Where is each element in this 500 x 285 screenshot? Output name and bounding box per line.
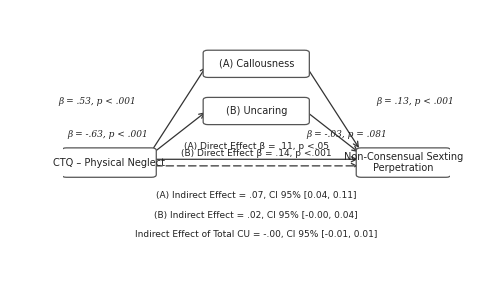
Text: β = .53, p < .001: β = .53, p < .001 [58, 97, 136, 106]
Text: Non-Consensual Sexting
Perpetration: Non-Consensual Sexting Perpetration [344, 152, 463, 173]
FancyBboxPatch shape [356, 148, 451, 177]
FancyBboxPatch shape [203, 97, 310, 125]
Text: β = -.03, p = .081: β = -.03, p = .081 [306, 130, 388, 139]
Text: CTQ – Physical Neglect: CTQ – Physical Neglect [53, 158, 165, 168]
FancyBboxPatch shape [62, 148, 156, 177]
Text: (A) Direct Effect β = .11, p <.05: (A) Direct Effect β = .11, p <.05 [184, 142, 329, 150]
Text: β = -.63, p < .001: β = -.63, p < .001 [67, 130, 148, 139]
Text: (A) Callousness: (A) Callousness [218, 59, 294, 69]
FancyBboxPatch shape [203, 50, 310, 78]
Text: (B) Direct Effect β = .14, p <.001: (B) Direct Effect β = .14, p <.001 [181, 149, 332, 158]
Text: (B) Uncaring: (B) Uncaring [226, 106, 287, 116]
Text: β = .13, p < .001: β = .13, p < .001 [376, 97, 454, 106]
Text: Indirect Effect of Total CU = -.00, CI 95% [-0.01, 0.01]: Indirect Effect of Total CU = -.00, CI 9… [135, 231, 378, 239]
Text: (A) Indirect Effect = .07, CI 95% [0.04, 0.11]: (A) Indirect Effect = .07, CI 95% [0.04,… [156, 191, 356, 200]
Text: (B) Indirect Effect = .02, CI 95% [-0.00, 0.04]: (B) Indirect Effect = .02, CI 95% [-0.00… [154, 211, 358, 220]
